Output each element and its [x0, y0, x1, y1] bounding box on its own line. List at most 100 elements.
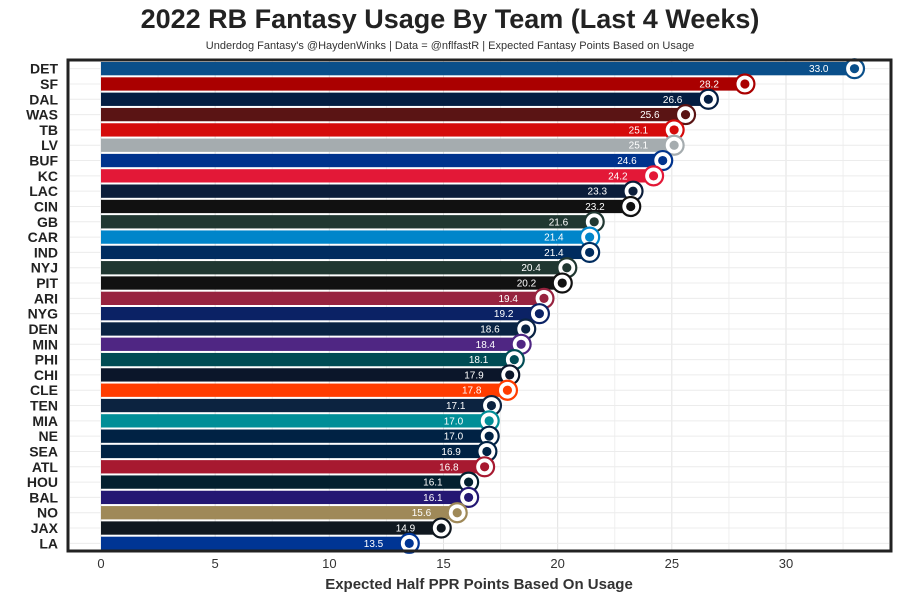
category-label: SF: [40, 76, 58, 92]
bar: [101, 153, 663, 168]
bar: [101, 383, 508, 397]
jax-jaguar-icon: [430, 517, 452, 539]
category-label: CAR: [28, 229, 58, 245]
atl-falcon-icon: [474, 456, 496, 478]
bar: [101, 307, 540, 321]
category-labels: DETSFDALWASTBLVBUFKCLACCINGBCARINDNYJPIT…: [26, 61, 59, 552]
value-label: 13.5: [364, 539, 384, 550]
category-label: MIN: [32, 336, 58, 352]
bar: [101, 475, 469, 489]
value-label: 16.1: [423, 478, 443, 489]
category-label: TB: [39, 122, 58, 138]
value-label: 21.4: [544, 248, 564, 259]
bar: [101, 138, 675, 152]
bar: [101, 92, 709, 106]
value-label: 21.6: [549, 217, 569, 228]
bar: [101, 521, 442, 535]
team-logo-icons: [398, 58, 866, 554]
car-panther-icon: [579, 226, 601, 248]
category-label: WAS: [26, 107, 58, 123]
ind-horseshoe-icon: [579, 241, 601, 264]
category-label: TEN: [30, 398, 58, 414]
category-label: NE: [39, 428, 58, 444]
x-tick-labels: 0 5 10 15 20 25 30: [97, 556, 793, 571]
ten-titan-icon: [480, 394, 503, 417]
value-label: 18.4: [476, 340, 496, 351]
category-label: BUF: [29, 153, 58, 169]
bar: [101, 460, 485, 474]
buf-bison-icon: [652, 149, 674, 172]
x-tick-label: 5: [212, 556, 219, 571]
category-label: CHI: [34, 367, 58, 383]
bar: [101, 536, 410, 550]
bar: [101, 444, 487, 459]
chart-subtitle: Underdog Fantasy's @HaydenWinks | Data =…: [205, 40, 695, 52]
category-label: BAL: [29, 489, 58, 505]
value-label: 17.0: [444, 432, 464, 443]
category-label: PIT: [36, 275, 58, 291]
bar: [101, 199, 631, 214]
value-label: 16.1: [423, 493, 443, 504]
value-label: 14.9: [396, 524, 416, 535]
nyg-ny-icon: [528, 303, 550, 325]
ne-patriot-icon: [478, 425, 500, 447]
category-label: HOU: [27, 474, 58, 490]
bar: [101, 62, 855, 76]
bar-series: [101, 62, 855, 550]
value-label: 25.1: [629, 141, 649, 152]
value-label: 18.1: [469, 355, 489, 366]
category-label: ARI: [34, 290, 58, 306]
bar: [101, 107, 686, 122]
bar: [101, 123, 675, 137]
bar: [101, 506, 458, 520]
category-label: ATL: [32, 459, 59, 475]
value-labels: 33.0 28.2 26.625.6 25.1 25.1 24.6 24.223.3 23.2…: [364, 64, 829, 550]
value-label: 17.8: [462, 386, 482, 397]
value-label: 16.8: [439, 462, 459, 473]
value-label: 15.6: [412, 508, 432, 519]
value-label: 24.6: [617, 156, 637, 167]
sf-logo-icon: [734, 73, 756, 95]
category-label: SEA: [29, 443, 58, 459]
value-label: 20.4: [521, 263, 541, 274]
chi-c-icon: [499, 364, 521, 386]
bar: [101, 169, 654, 183]
x-tick-label: 15: [436, 556, 450, 571]
category-label: MIA: [32, 413, 58, 429]
category-label: NO: [37, 505, 58, 521]
lv-shield-icon: [663, 134, 685, 156]
category-label: NYG: [28, 306, 58, 322]
category-label: PHI: [35, 352, 58, 368]
category-label: KC: [38, 168, 58, 184]
x-tick-label: 30: [779, 556, 793, 571]
value-label: 17.1: [446, 401, 466, 412]
value-label: 17.0: [444, 416, 464, 427]
pit-steelers-icon: [551, 272, 573, 294]
category-label: GB: [37, 214, 58, 230]
det-lion-icon: [843, 58, 866, 80]
sea-hawk-icon: [476, 440, 498, 463]
cin-stripes-icon: [620, 195, 642, 218]
value-label: 33.0: [809, 64, 829, 75]
value-label: 16.9: [441, 447, 461, 458]
category-label: LAC: [29, 183, 58, 199]
bar: [101, 337, 522, 351]
bar: [101, 490, 469, 505]
bar: [101, 77, 745, 91]
category-label: DET: [30, 61, 58, 77]
cle-helmet-icon: [496, 379, 519, 401]
value-label: 17.9: [464, 370, 484, 381]
category-label: LA: [39, 535, 58, 551]
chart-title: 2022 RB Fantasy Usage By Team (Last 4 We…: [140, 4, 760, 34]
value-label: 20.2: [517, 279, 537, 290]
value-label: 25.6: [640, 110, 660, 121]
no-fleur-icon: [446, 502, 468, 524]
bar: [101, 368, 510, 382]
category-label: DEN: [28, 321, 58, 337]
value-label: 19.2: [494, 309, 514, 320]
bar: [101, 215, 595, 229]
value-label: 19.4: [498, 294, 518, 305]
value-label: 25.1: [629, 125, 649, 136]
plot-border: [66, 58, 893, 553]
